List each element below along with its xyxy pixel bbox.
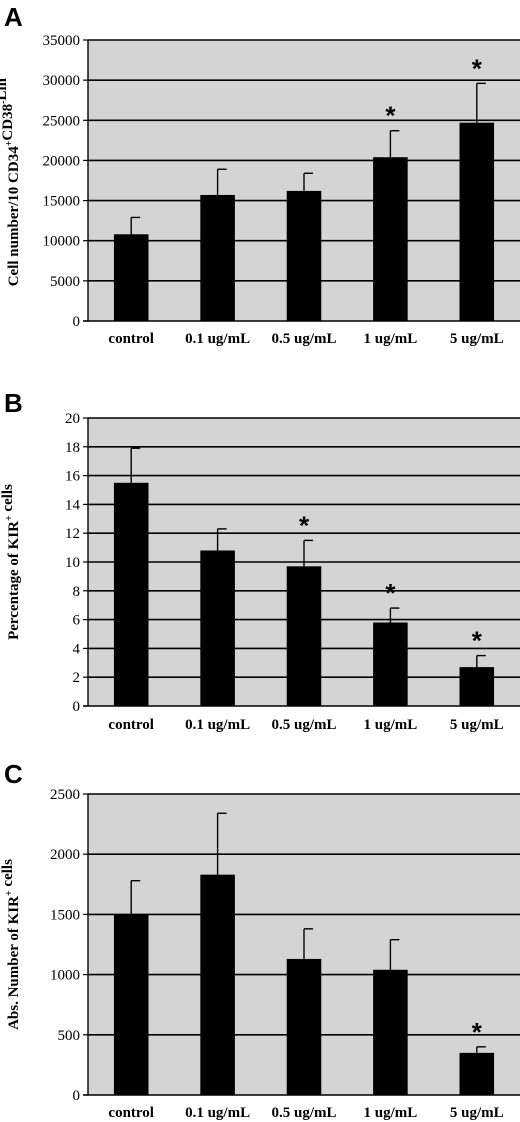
x-category-label: control xyxy=(108,1105,154,1121)
significance-star: * xyxy=(472,626,483,656)
y-tick-label: 20 xyxy=(65,411,80,427)
y-tick-label: 6 xyxy=(73,613,81,629)
significance-star: * xyxy=(385,578,396,608)
y-tick-label: 12 xyxy=(65,526,80,542)
bar xyxy=(286,958,322,1095)
y-axis-label: Cell number/10 CD34+CD38-Lin- xyxy=(0,75,22,287)
y-axis-label: Abs. Number of KIR+ cells xyxy=(0,859,22,1030)
bar xyxy=(286,190,322,321)
x-category-label: 1 ug/mL xyxy=(364,331,418,347)
y-tick-label: 2000 xyxy=(50,847,80,863)
bar xyxy=(286,566,322,706)
bar xyxy=(373,157,408,321)
y-tick-label: 30000 xyxy=(43,73,81,89)
y-tick-label: 20000 xyxy=(43,153,81,169)
y-tick-label: 8 xyxy=(73,584,81,600)
significance-star: * xyxy=(385,101,396,131)
y-tick-label: 2500 xyxy=(50,787,80,803)
x-category-label: 0.5 ug/mL xyxy=(271,331,336,347)
x-category-label: 0.5 ug/mL xyxy=(271,1105,336,1121)
bar xyxy=(373,969,408,1095)
panel-b-chart: B 0 2 4 6 8 10 12 14 16 18 20 control 0.1 ug/mL * 0.5 u… xyxy=(0,388,520,733)
y-tick-label: 25000 xyxy=(43,113,81,129)
y-tick-label: 1500 xyxy=(50,907,80,923)
significance-star: * xyxy=(472,1017,483,1047)
y-tick-label: 0 xyxy=(73,1088,81,1104)
panel-letter: C xyxy=(4,759,23,789)
panel-letter: B xyxy=(4,388,23,418)
y-tick-label: 1000 xyxy=(50,968,80,984)
x-category-label: 5 ug/mL xyxy=(450,717,504,733)
y-tick-label: 4 xyxy=(73,641,81,657)
bar xyxy=(113,234,149,321)
y-tick-label: 15000 xyxy=(43,194,81,210)
x-category-label: 5 ug/mL xyxy=(450,1105,504,1121)
bar xyxy=(373,622,408,706)
bar xyxy=(113,482,149,706)
bar xyxy=(459,667,495,706)
y-tick-label: 2 xyxy=(73,670,81,686)
x-category-label: 0.1 ug/mL xyxy=(185,717,250,733)
x-category-label: control xyxy=(108,331,154,347)
x-category-label: 5 ug/mL xyxy=(450,331,504,347)
bar xyxy=(200,194,235,321)
bar xyxy=(459,122,495,322)
bar xyxy=(200,874,235,1095)
y-tick-label: 500 xyxy=(58,1028,81,1044)
panel-c-chart: C 0 500 1000 1500 2000 2500 control 0.1 ug/mL 0.5… xyxy=(0,759,520,1121)
x-category-label: 1 ug/mL xyxy=(364,1105,418,1121)
y-tick-label: 0 xyxy=(73,699,81,715)
y-tick-label: 35000 xyxy=(43,33,81,49)
panel-a-chart: A 0 5000 10000 15000 20000 25000 30000 35000 cont… xyxy=(0,2,520,347)
panel-letter: A xyxy=(4,2,23,32)
y-tick-label: 14 xyxy=(65,497,81,513)
y-tick-label: 0 xyxy=(73,314,81,330)
x-category-label: control xyxy=(108,717,154,733)
bar xyxy=(113,914,149,1095)
bar xyxy=(459,1052,495,1095)
y-tick-label: 5000 xyxy=(50,274,80,290)
y-tick-label: 10 xyxy=(65,555,80,571)
bar xyxy=(200,550,235,706)
x-category-label: 1 ug/mL xyxy=(364,717,418,733)
x-category-label: 0.5 ug/mL xyxy=(271,717,336,733)
y-axis-label: Percentage of KIR+ cells xyxy=(0,484,22,640)
y-tick-label: 18 xyxy=(65,440,80,456)
x-category-label: 0.1 ug/mL xyxy=(185,331,250,347)
x-category-label: 0.1 ug/mL xyxy=(185,1105,250,1121)
significance-star: * xyxy=(299,510,310,540)
y-tick-label: 10000 xyxy=(43,234,81,250)
y-tick-label: 16 xyxy=(65,469,81,485)
significance-star: * xyxy=(472,53,483,83)
